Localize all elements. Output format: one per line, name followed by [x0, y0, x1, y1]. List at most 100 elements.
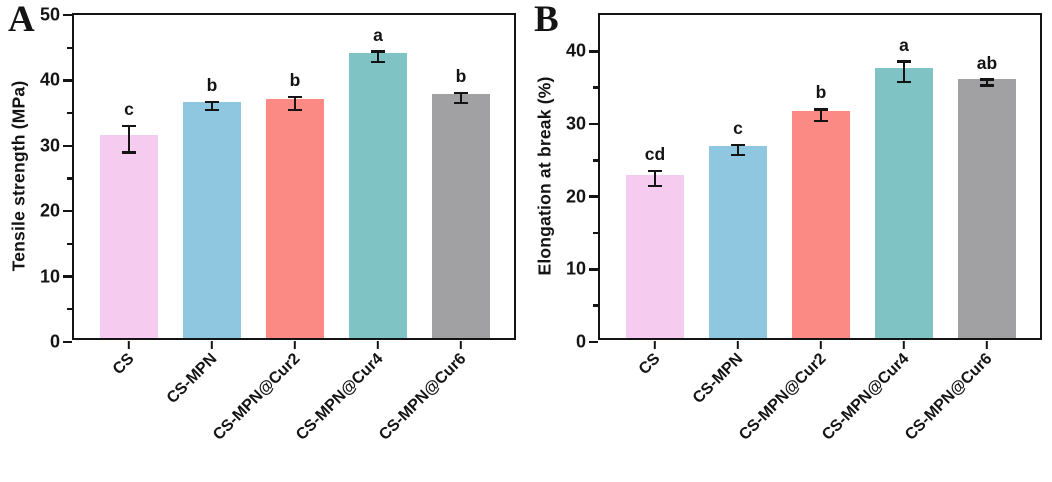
error-bar-line	[210, 101, 214, 110]
x-axis-category-label: CS-MPN	[689, 350, 747, 407]
y-axis-minor-tick	[592, 159, 598, 162]
y-axis-major-tick	[63, 210, 72, 213]
error-bar-cap-bottom	[648, 184, 662, 187]
bar-cs-mpn@cur2	[792, 111, 850, 338]
y-axis-title-a: Tensile strength (MPa)	[8, 80, 29, 272]
y-axis-major-tick	[63, 144, 72, 147]
y-axis-tick-label: 40	[565, 40, 586, 61]
y-axis-tick-label: 0	[49, 331, 60, 352]
error-bar-cap-top	[122, 124, 136, 128]
error-bar-line	[653, 171, 657, 186]
panel-b: B Elongation at break (%) 0 10 20 30 40 cd CS c…	[526, 0, 1052, 482]
bar-cs-mpn@cur4	[875, 67, 933, 338]
significance-letter: a	[373, 24, 383, 45]
bar-cs-mpn@cur6	[432, 94, 490, 338]
x-axis-tick	[985, 340, 989, 349]
y-axis-minor-tick	[592, 86, 598, 89]
x-axis-category-label: CS-MPN@Cur4	[818, 350, 913, 444]
y-axis-minor-tick	[592, 231, 598, 235]
plot-area-a: 0 10 20 30 40 50 c CS b CS-MPN b CS-MPN@Cur2 a CS-MPN…	[40, 6, 516, 444]
y-axis-minor-tick	[66, 242, 72, 246]
x-axis-tick	[127, 340, 131, 349]
y-axis-minor-tick	[592, 304, 598, 307]
x-axis-tick	[736, 340, 740, 349]
error-bar-cap-top	[288, 95, 302, 98]
y-axis-tick-label: 40	[39, 70, 60, 91]
bar-cs	[100, 135, 158, 338]
x-axis-category-label: CS-MPN@Cur4	[292, 350, 387, 444]
x-axis-category-label: CS	[635, 350, 664, 379]
error-bar-line	[459, 92, 463, 104]
error-bar-cap-bottom	[731, 154, 745, 157]
bar-cs-mpn	[183, 101, 241, 338]
x-axis-category-label: CS	[109, 350, 138, 379]
y-axis-tick-label: 10	[39, 266, 60, 287]
x-axis-category-label: CS-MPN@Cur2	[209, 350, 304, 444]
y-axis-major-tick	[63, 79, 72, 82]
error-bar-cap-bottom	[980, 84, 994, 87]
y-axis-tick-label: 30	[565, 113, 586, 134]
bar-cs-mpn	[709, 146, 767, 338]
y-axis-tick-label: 0	[575, 331, 586, 352]
bar-cs	[626, 174, 684, 338]
y-axis-tick-label: 20	[39, 200, 60, 221]
bar-cs-mpn@cur2	[266, 99, 324, 338]
error-bar-cap-top	[454, 91, 468, 95]
y-axis-tick-label: 50	[39, 4, 60, 25]
y-axis-major-tick	[589, 340, 598, 344]
significance-letter: b	[455, 65, 467, 86]
error-bar-line	[902, 61, 906, 82]
significance-letter: b	[289, 69, 301, 90]
panel-label-b: B	[534, 0, 559, 40]
error-bar-cap-top	[648, 170, 662, 173]
error-bar-cap-bottom	[288, 108, 302, 112]
y-axis-major-tick	[63, 340, 72, 344]
significance-letter: b	[815, 82, 827, 103]
x-axis-category-label: CS-MPN	[163, 350, 221, 407]
y-axis-title-b: Elongation at break (%)	[534, 76, 555, 276]
error-bar-cap-bottom	[205, 108, 219, 112]
error-bar-line	[376, 51, 380, 63]
significance-letter: b	[206, 74, 218, 95]
y-axis-minor-tick	[66, 177, 72, 180]
x-axis-tick	[653, 340, 657, 349]
plot-area-b: 0 10 20 30 40 cd CS c CS-MPN b CS-MPN@Cur2 a CS-MPN@…	[566, 13, 1042, 444]
y-axis-major-tick	[589, 122, 598, 126]
error-bar-cap-top	[980, 78, 994, 81]
y-axis-minor-tick	[66, 308, 72, 311]
x-axis-category-label: CS-MPN@Cur2	[735, 350, 830, 444]
significance-letter: cd	[644, 144, 666, 165]
error-bar-cap-top	[897, 60, 911, 63]
y-axis-minor-tick	[66, 111, 72, 115]
bar-cs-mpn@cur6	[958, 78, 1016, 338]
y-axis-major-tick	[589, 50, 598, 53]
x-axis-tick	[819, 340, 823, 349]
error-bar-line	[819, 109, 823, 122]
significance-letter: c	[124, 99, 134, 120]
significance-letter: ab	[976, 52, 998, 73]
error-bar-line	[293, 96, 297, 110]
x-axis-category-label: CS-MPN@Cur6	[375, 350, 470, 444]
y-axis-tick-label: 30	[39, 135, 60, 156]
x-axis-tick	[376, 340, 380, 349]
bar-cs-mpn@cur4	[349, 52, 407, 338]
error-bar-line	[127, 126, 131, 153]
error-bar-cap-bottom	[371, 60, 385, 64]
y-axis-tick-label: 20	[565, 186, 586, 207]
error-bar-cap-bottom	[814, 119, 828, 123]
error-bar-line	[736, 145, 740, 156]
error-bar-line	[985, 79, 989, 86]
panel-label-a: A	[8, 0, 35, 40]
significance-letter: c	[733, 118, 743, 139]
error-bar-cap-top	[814, 108, 828, 111]
x-axis-tick	[293, 340, 297, 349]
significance-letter: a	[899, 34, 909, 55]
error-bar-cap-top	[205, 100, 219, 104]
error-bar-cap-top	[371, 50, 385, 53]
x-axis-tick	[210, 340, 214, 349]
y-axis-minor-tick	[66, 46, 72, 49]
error-bar-cap-bottom	[454, 102, 468, 105]
y-axis-major-tick	[63, 275, 72, 278]
error-bar-cap-top	[731, 143, 745, 147]
y-axis-major-tick	[589, 195, 598, 198]
